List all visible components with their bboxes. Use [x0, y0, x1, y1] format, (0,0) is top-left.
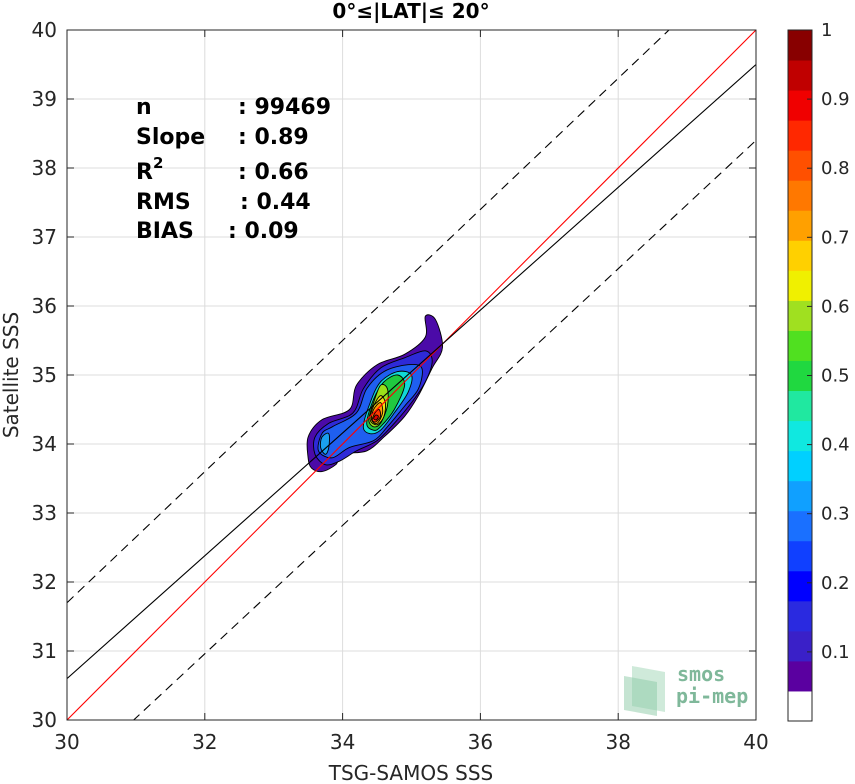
stat-value: : 0.66: [238, 160, 309, 185]
y-tick-label: 33: [32, 501, 57, 525]
stat-value: : 99469: [238, 95, 331, 120]
colorbar-tick-label: 0.6: [821, 296, 850, 317]
regression-line: [67, 64, 756, 680]
x-tick-label: 36: [468, 730, 493, 754]
colorbar-segment: [788, 540, 812, 572]
logo-mark-layer-icon: [624, 676, 657, 716]
colorbar-segment: [788, 570, 812, 602]
colorbar-tick-label: 0.8: [821, 158, 850, 179]
colorbar-segment: [788, 630, 812, 662]
x-axis-ticks: 30 32 34 36 38 40: [54, 30, 769, 754]
chart-title: 0°≤|LAT|≤ 20°: [332, 0, 489, 23]
reference-lines: [67, 30, 756, 720]
colorbar-segment: [788, 480, 812, 512]
grid: [66, 29, 757, 721]
x-axis-label: TSG-SAMOS SSS: [328, 761, 494, 784]
colorbar-segment: [788, 510, 812, 542]
smos-pi-mep-logo: smos pi-mep: [624, 662, 748, 716]
x-tick-label: 30: [54, 730, 79, 754]
x-tick-label: 38: [605, 730, 630, 754]
colorbar-segment: [788, 450, 812, 482]
colorbar-tick-label: 1: [821, 20, 832, 41]
stat-label: RMS: [136, 190, 191, 215]
colorbar-segment: [788, 270, 812, 301]
colorbar-tick-label: 0.1: [821, 642, 850, 663]
colorbar-segment: [788, 660, 812, 692]
colorbar-segment: [788, 60, 812, 91]
colorbar-segment: [788, 180, 812, 211]
stat-value: : 0.89: [238, 125, 309, 150]
colorbar-tick-label: 0.3: [821, 504, 850, 525]
lower-bound-line: [132, 139, 756, 720]
x-tick-label: 32: [192, 730, 217, 754]
y-axis-label: Satellite SSS: [0, 312, 23, 438]
stat-value: : 0.44: [240, 190, 311, 215]
colorbar-segment: [788, 390, 812, 422]
colorbar-segment: [788, 300, 812, 331]
y-tick-label: 30: [32, 708, 57, 732]
y-tick-label: 40: [32, 18, 57, 42]
y-tick-label: 32: [32, 570, 57, 594]
contour-level: [373, 414, 379, 421]
colorbar-segment: [788, 90, 812, 121]
colorbar-tick-label: 0.5: [821, 366, 850, 387]
colorbar-segment: [788, 330, 812, 361]
y-tick-label: 35: [32, 363, 57, 387]
colorbar-tick-label: 0.2: [821, 573, 850, 594]
colorbar-segment: [788, 150, 812, 181]
stats-box: n : 99469 Slope : 0.89 R 2 : 0.66 RMS : 0.44 BIAS…: [136, 95, 331, 244]
colorbar: [787, 29, 813, 722]
y-tick-label: 37: [32, 225, 57, 249]
x-tick-label: 40: [743, 730, 768, 754]
colorbar-segment: [788, 600, 812, 632]
contour-level: [319, 432, 330, 455]
colorbar-segment: [788, 210, 812, 241]
logo-line1: smos: [677, 662, 725, 686]
identity-line: [67, 30, 756, 720]
y-tick-label: 38: [32, 156, 57, 180]
upper-bound-line: [67, 30, 670, 604]
colorbar-segment: [788, 120, 812, 151]
colorbar-tick-label: 0.4: [821, 435, 850, 456]
colorbar-ticks: 1 0.9 0.8 0.7 0.6 0.5 0.4 0.3 0.2 0.1: [807, 20, 850, 663]
x-tick-label: 34: [330, 730, 355, 754]
stat-superscript: 2: [153, 154, 163, 172]
colorbar-tick-label: 0.9: [821, 89, 850, 110]
y-tick-label: 34: [32, 432, 57, 456]
stat-label: R: [136, 160, 153, 185]
y-tick-label: 36: [32, 294, 57, 318]
colorbar-segment: [788, 690, 812, 722]
y-axis-ticks: 30 31 32 33 34 35 36 37 38 39 40: [32, 18, 756, 732]
colorbar-segment: [788, 30, 812, 61]
stat-label: Slope: [136, 125, 205, 150]
stat-value: : 0.09: [228, 219, 299, 244]
stat-label: BIAS: [136, 219, 194, 244]
colorbar-segment: [788, 240, 812, 271]
colorbar-segment: [788, 420, 812, 452]
logo-line2: pi-mep: [676, 684, 748, 708]
y-tick-label: 39: [32, 87, 57, 111]
density-contours: [306, 314, 443, 473]
stat-label: n: [136, 95, 152, 120]
colorbar-tick-label: 0.7: [821, 227, 850, 248]
y-tick-label: 31: [32, 639, 57, 663]
